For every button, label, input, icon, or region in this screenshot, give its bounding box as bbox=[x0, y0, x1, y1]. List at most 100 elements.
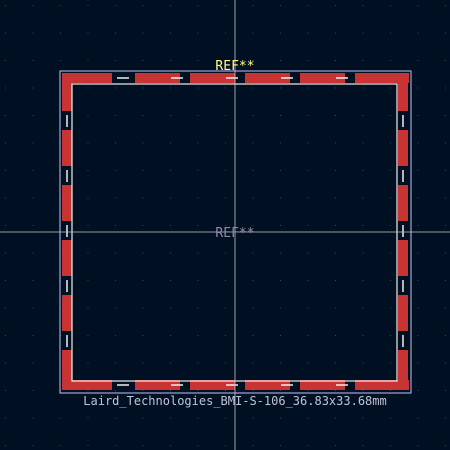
grid-dot bbox=[225, 335, 226, 336]
pad-bottom bbox=[355, 380, 409, 390]
grid-dot bbox=[280, 280, 281, 281]
grid-dot bbox=[197, 170, 199, 171]
grid-dot bbox=[225, 280, 226, 281]
grid-dot bbox=[225, 87, 226, 89]
grid-dot bbox=[225, 32, 226, 34]
grid-dot bbox=[252, 225, 254, 226]
grid-dot bbox=[417, 252, 419, 254]
pad-left bbox=[62, 185, 72, 221]
grid-dot bbox=[445, 197, 446, 199]
grid-dot bbox=[417, 417, 419, 419]
grid-dot bbox=[362, 362, 364, 364]
grid-dot bbox=[170, 362, 171, 364]
grid-dot bbox=[115, 417, 116, 419]
grid-dot bbox=[32, 280, 34, 281]
grid-dot bbox=[252, 307, 254, 309]
grid-dot bbox=[87, 5, 89, 6]
grid-dot bbox=[142, 335, 144, 336]
grid-dot bbox=[87, 280, 89, 281]
grid-dot bbox=[170, 307, 171, 309]
grid-dot bbox=[170, 390, 171, 391]
grid-dot bbox=[335, 225, 336, 226]
grid-dot bbox=[142, 445, 144, 446]
grid-dot bbox=[225, 197, 226, 199]
grid-dot bbox=[445, 142, 446, 144]
grid-dot bbox=[115, 390, 116, 391]
grid-dot bbox=[170, 335, 171, 336]
pad-right bbox=[398, 240, 408, 276]
grid-dot bbox=[197, 115, 199, 116]
grid-dot bbox=[417, 5, 419, 6]
grid-dot bbox=[252, 362, 254, 364]
grid-dot bbox=[170, 60, 171, 61]
grid-dot bbox=[362, 170, 364, 171]
grid-dot bbox=[280, 115, 281, 116]
grid-dot bbox=[390, 335, 391, 336]
grid-dot bbox=[335, 170, 336, 171]
grid-dot bbox=[197, 197, 199, 199]
pad-top bbox=[135, 73, 180, 83]
grid-dot bbox=[335, 32, 336, 34]
pad-right bbox=[398, 295, 408, 331]
grid-dot bbox=[280, 335, 281, 336]
grid-dot bbox=[362, 115, 364, 116]
grid-dot bbox=[445, 5, 446, 6]
grid-dot bbox=[115, 170, 116, 171]
grid-dot bbox=[390, 87, 391, 89]
grid-dot bbox=[417, 197, 419, 199]
grid-dot bbox=[170, 197, 171, 199]
grid-dot bbox=[225, 417, 226, 419]
grid-dot bbox=[280, 60, 281, 61]
grid-dot bbox=[280, 417, 281, 419]
pad-right bbox=[398, 185, 408, 221]
grid-dot bbox=[417, 60, 419, 61]
grid-dot bbox=[87, 142, 89, 144]
grid-dot bbox=[142, 307, 144, 309]
grid-dot bbox=[115, 252, 116, 254]
grid-dot bbox=[115, 115, 116, 116]
grid-dot bbox=[225, 142, 226, 144]
grid-dot bbox=[280, 252, 281, 254]
grid-dot bbox=[417, 225, 419, 226]
grid-dot bbox=[307, 5, 309, 6]
grid-dot bbox=[390, 60, 391, 61]
grid-dot bbox=[170, 5, 171, 6]
grid-dot bbox=[335, 60, 336, 61]
grid-dot bbox=[115, 87, 116, 89]
grid-dot bbox=[362, 307, 364, 309]
grid-dot bbox=[170, 32, 171, 34]
grid-dot bbox=[225, 390, 226, 391]
grid-dot bbox=[225, 115, 226, 116]
grid-dot bbox=[390, 197, 391, 199]
pad-left bbox=[62, 73, 72, 111]
grid-dot bbox=[307, 445, 309, 446]
grid-dot bbox=[142, 225, 144, 226]
grid-dot bbox=[5, 197, 6, 199]
pad-bottom bbox=[62, 380, 112, 390]
grid-dot bbox=[307, 197, 309, 199]
pad-top bbox=[300, 73, 345, 83]
grid-dot bbox=[5, 5, 6, 6]
grid-dot bbox=[142, 390, 144, 391]
grid-dot bbox=[335, 252, 336, 254]
grid-dot bbox=[32, 445, 34, 446]
grid-dot bbox=[417, 335, 419, 336]
grid-dot bbox=[197, 60, 199, 61]
grid-dot bbox=[32, 32, 34, 34]
grid-dot bbox=[252, 32, 254, 34]
grid-dot bbox=[307, 87, 309, 89]
grid-dot bbox=[307, 417, 309, 419]
grid-dot bbox=[60, 32, 61, 34]
grid-dot bbox=[252, 5, 254, 6]
grid-dot bbox=[142, 170, 144, 171]
grid-dot bbox=[87, 417, 89, 419]
grid-dot bbox=[142, 252, 144, 254]
grid-dot bbox=[87, 225, 89, 226]
grid-dot bbox=[87, 197, 89, 199]
grid-dot bbox=[252, 445, 254, 446]
grid-dot bbox=[225, 170, 226, 171]
pad-bottom bbox=[245, 380, 290, 390]
grid-dot bbox=[142, 115, 144, 116]
reference-label: REF** bbox=[215, 59, 254, 74]
